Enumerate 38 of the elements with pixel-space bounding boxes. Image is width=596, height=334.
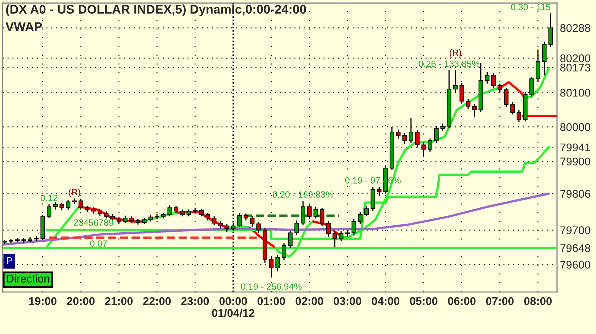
y-tick-label: 79806 <box>560 190 590 198</box>
annotation: 0.12 <box>40 194 58 202</box>
annotation: 23456789 <box>74 220 114 226</box>
y-tick-label: 80200 <box>560 54 590 63</box>
annotation: Direction <box>7 274 50 283</box>
y-tick-label: 79941 <box>560 144 590 152</box>
x-tick-label: 00:00 01/04/12 <box>212 297 255 318</box>
annotation: 0.20 - 169.83% <box>273 192 334 198</box>
annotation: 0.19 - 256.94% <box>241 284 302 290</box>
y-tick-label: 79600 <box>560 261 590 269</box>
x-tick-label: 07:00 <box>486 297 514 306</box>
annotation: (R) <box>69 188 80 198</box>
y-tick-label: 80173 <box>560 64 590 72</box>
y-tick-label: 80100 <box>560 89 590 97</box>
x-tick-label: 23:00 <box>182 297 210 306</box>
annotation: 0.26 - 133.85% <box>419 60 480 68</box>
text: VWAP <box>6 22 42 32</box>
y-tick-label: 79900 <box>560 158 590 166</box>
annotation: 0.07 <box>90 240 108 247</box>
x-tick-label: 02:00 <box>296 297 324 306</box>
x-tick-label: 19:00 <box>29 297 57 306</box>
x-tick-label: 03:00 <box>334 297 362 306</box>
annotation: 0.30 - 115 <box>511 4 551 10</box>
x-tick-label: 04:00 <box>372 297 400 306</box>
x-tick-label: 21:00 <box>105 297 133 306</box>
y-tick-label: 79648 <box>560 244 590 252</box>
y-tick-label: 79700 <box>560 226 590 234</box>
y-tick-label: 80000 <box>560 123 590 132</box>
x-tick-label: 01:00 <box>258 297 286 306</box>
annotation: (R) <box>450 49 462 58</box>
chart-title: (DX A0 - US DOLLAR INDEX,5) Dynamic,0:00-24:00 <box>6 4 306 16</box>
x-tick-label: 05:00 <box>410 297 438 306</box>
x-tick-label: 22:00 <box>143 297 172 306</box>
x-tick-label: 08:00 <box>524 297 552 306</box>
annotation: P <box>7 258 12 264</box>
y-tick-label: 80288 <box>560 24 590 32</box>
x-tick-label: 06:00 <box>448 297 476 306</box>
x-tick-label: 20:00 <box>67 297 95 306</box>
